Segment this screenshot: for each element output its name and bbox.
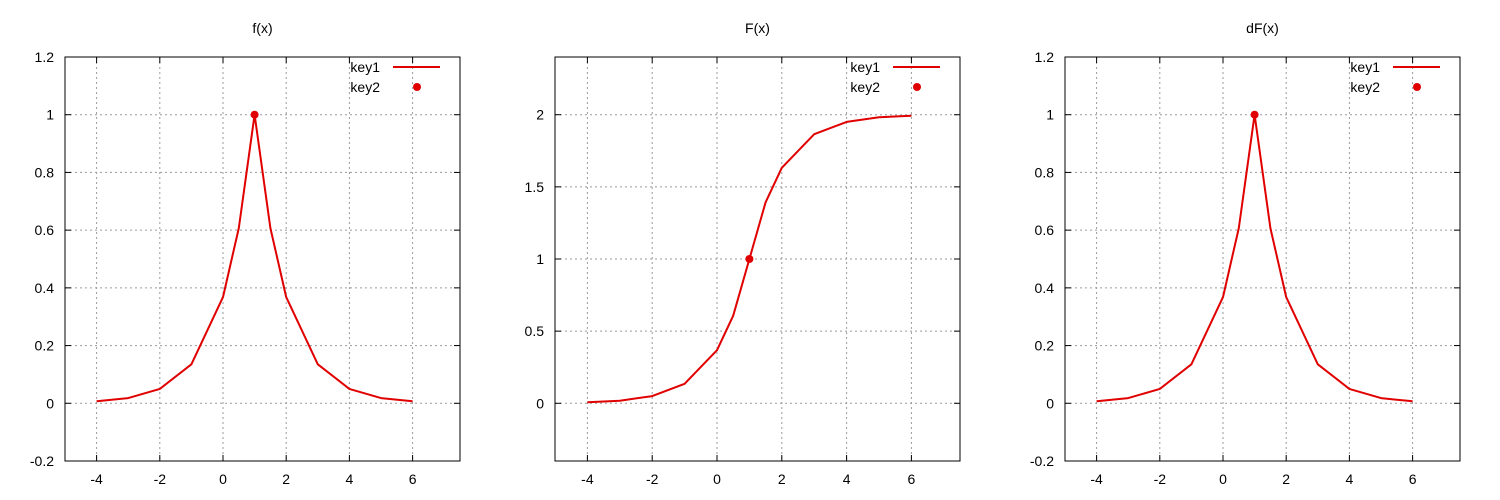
x-tick-label: 2 — [282, 471, 290, 487]
y-tick-label: 0.4 — [35, 280, 55, 296]
y-tick-label: 1 — [536, 251, 544, 267]
legend-label-key1: key1 — [850, 59, 880, 75]
plot-frame — [1064, 56, 1461, 462]
x-tick-label: 2 — [778, 471, 786, 487]
legend-label-key1: key1 — [350, 59, 380, 75]
legend-label-key2: key2 — [850, 79, 880, 95]
plot-frame — [64, 56, 461, 462]
x-tick-label: 6 — [409, 471, 417, 487]
x-tick-label: -2 — [154, 471, 167, 487]
chart-panel-2: F(x) -4 -2 0 2 4 6 0 0.5 1 1.5 2 key1 key2 — [525, 20, 961, 487]
y-tick-label: 1.2 — [1035, 49, 1055, 65]
y-tick-label: 0.4 — [1035, 280, 1055, 296]
legend: key1 key2 — [1350, 59, 1440, 95]
legend-swatch-point — [913, 83, 921, 91]
legend-label-key2: key2 — [350, 79, 380, 95]
y-tick-label: 1 — [46, 107, 54, 123]
x-tick-label: -2 — [646, 471, 659, 487]
series-line-key1 — [96, 113, 413, 403]
legend: key1 key2 — [850, 59, 940, 95]
x-tick-label: 6 — [1409, 471, 1417, 487]
y-tick-label: 0 — [46, 395, 54, 411]
y-tick-label: 1 — [1046, 107, 1054, 123]
chart-title: f(x) — [252, 20, 272, 36]
y-tick-label: 0.5 — [525, 323, 545, 339]
y-tick-label: 0.8 — [35, 164, 55, 180]
x-tick-label: -4 — [1090, 471, 1103, 487]
x-tick-label: -2 — [1154, 471, 1167, 487]
x-tick-label: -4 — [581, 471, 594, 487]
x-tick-label: 4 — [1346, 471, 1354, 487]
y-tick-label: 0 — [536, 395, 544, 411]
y-tick-label: 0 — [1046, 395, 1054, 411]
x-tick-label: 2 — [1282, 471, 1290, 487]
series-line-key1 — [1096, 113, 1413, 403]
x-tick-label: 4 — [843, 471, 851, 487]
y-tick-label: 0.6 — [35, 222, 55, 238]
data-point-key2 — [745, 255, 754, 263]
x-tick-label: 6 — [908, 471, 916, 487]
data-point-key2 — [250, 110, 259, 119]
legend-swatch-point — [1413, 83, 1421, 91]
legend-swatch-point — [413, 83, 421, 91]
y-tick-label: 0.6 — [1035, 222, 1055, 238]
chart-title: F(x) — [745, 20, 770, 36]
legend: key1 key2 — [350, 59, 440, 95]
x-tick-label: 4 — [346, 471, 354, 487]
chart-title: dF(x) — [1246, 20, 1279, 36]
y-tick-label: 1.2 — [35, 49, 55, 65]
y-tick-label: -0.2 — [1030, 453, 1054, 469]
y-tick-label: 0.2 — [35, 338, 55, 354]
chart-panel-3: dF(x)-4 -2 0 2 4 6-0.200.20.40.60.811.2key1ke… — [1030, 20, 1461, 487]
y-tick-label: 0.2 — [1035, 338, 1055, 354]
y-tick-label: 2 — [536, 107, 544, 123]
x-tick-label: -4 — [90, 471, 103, 487]
x-tick-label: 0 — [1219, 471, 1227, 487]
chart-panel-1: f(x)-4 -2 0 2 4 6-0.200.20.40.60.811.2key1key… — [30, 20, 461, 487]
y-tick-label: 1.5 — [525, 179, 545, 195]
x-tick-label: 0 — [219, 471, 227, 487]
y-tick-label: -0.2 — [30, 453, 54, 469]
data-point-key2 — [1250, 110, 1259, 119]
legend-label-key1: key1 — [1350, 59, 1380, 75]
x-tick-label: 0 — [713, 471, 721, 487]
y-tick-label: 0.8 — [1035, 164, 1055, 180]
legend-label-key2: key2 — [1350, 79, 1380, 95]
